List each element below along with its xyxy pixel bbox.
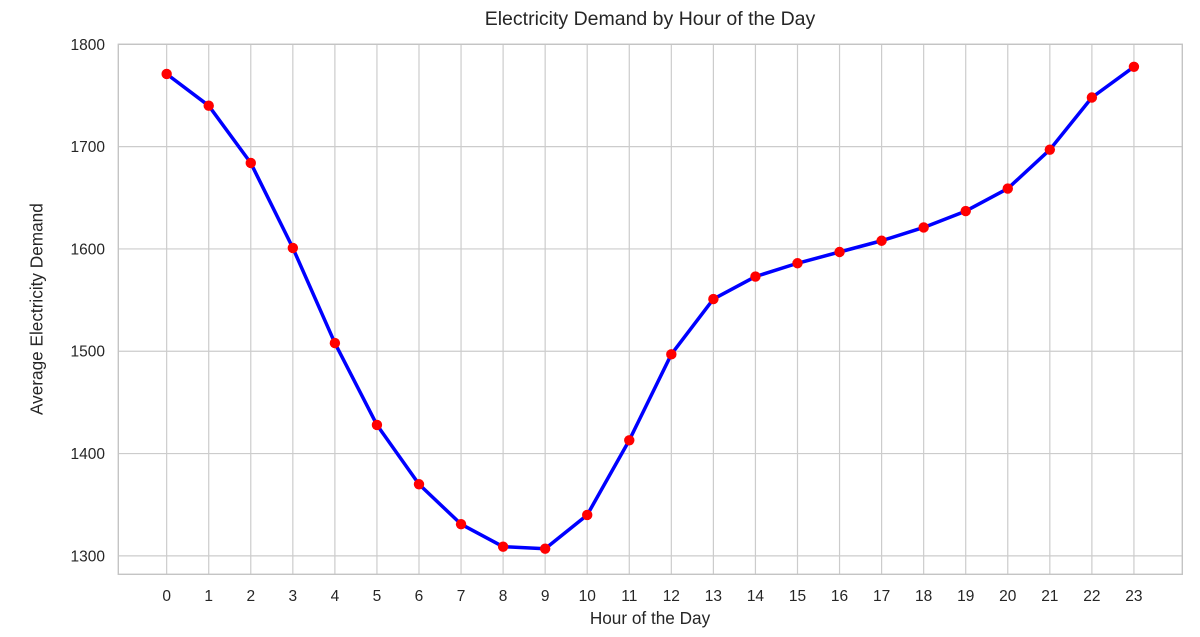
x-tick-label: 8	[499, 588, 508, 605]
x-tick-label: 9	[541, 588, 550, 605]
data-point-marker	[918, 222, 929, 233]
y-tick-label: 1800	[71, 37, 106, 54]
data-point-marker	[203, 100, 214, 111]
x-tick-label: 4	[331, 588, 340, 605]
data-point-marker	[245, 157, 256, 169]
data-point-marker	[1002, 183, 1013, 194]
x-tick-label: 0	[162, 588, 171, 605]
x-tick-label: 2	[246, 588, 255, 605]
x-tick-label: 13	[705, 588, 722, 605]
x-tick-label: 16	[831, 588, 848, 605]
data-point-marker	[876, 235, 887, 246]
data-point-marker	[792, 258, 803, 269]
x-tick-label: 3	[289, 588, 298, 605]
x-tick-label: 6	[415, 588, 424, 605]
x-tick-label: 19	[957, 588, 974, 605]
y-tick-label: 1300	[71, 548, 106, 565]
x-tick-label: 7	[457, 588, 466, 605]
y-tick-label: 1400	[71, 446, 106, 463]
data-point-marker	[161, 68, 172, 80]
x-tick-label: 14	[747, 588, 765, 605]
data-point-marker	[329, 337, 341, 349]
data-point-marker	[455, 518, 467, 530]
x-tick-label: 11	[621, 588, 637, 605]
data-point-marker	[497, 541, 509, 552]
x-tick-label: 20	[999, 588, 1017, 605]
axes-frame	[117, 43, 1184, 575]
data-point-marker	[1086, 92, 1098, 103]
y-tick-label: 1500	[71, 344, 106, 361]
x-axis-label: Hour of the Day	[589, 608, 711, 628]
data-point-marker	[834, 246, 845, 258]
data-point-marker	[624, 435, 635, 446]
data-point-marker	[1044, 144, 1056, 155]
x-tick-label: 10	[579, 588, 597, 605]
x-tick-label: 17	[873, 588, 890, 605]
x-tick-label: 21	[1041, 588, 1058, 605]
data-point-marker	[287, 242, 299, 254]
x-tick-label: 5	[373, 588, 382, 605]
data-point-marker	[413, 479, 425, 490]
x-tick-label: 18	[915, 588, 932, 605]
x-tick-label: 22	[1083, 588, 1100, 605]
data-point-marker	[539, 543, 551, 554]
y-tick-label: 1600	[71, 241, 106, 258]
x-tick-label: 15	[789, 588, 806, 605]
data-point-marker	[1128, 61, 1140, 73]
data-point-marker	[582, 509, 593, 521]
y-axis-label: Average Electricity Demand	[26, 203, 47, 415]
demand-line	[164, 65, 1136, 551]
data-point-marker	[708, 293, 719, 305]
data-point-marker	[371, 419, 383, 431]
x-tick-label: 12	[663, 588, 680, 605]
y-tick-label: 1700	[71, 139, 106, 156]
data-point-marker	[750, 271, 761, 282]
x-tick-label: 23	[1125, 588, 1142, 605]
x-tick-label: 1	[204, 588, 213, 605]
chart-title: Electricity Demand by Hour of the Day	[484, 8, 816, 30]
data-point-marker	[960, 205, 971, 217]
data-point-marker	[666, 349, 677, 360]
